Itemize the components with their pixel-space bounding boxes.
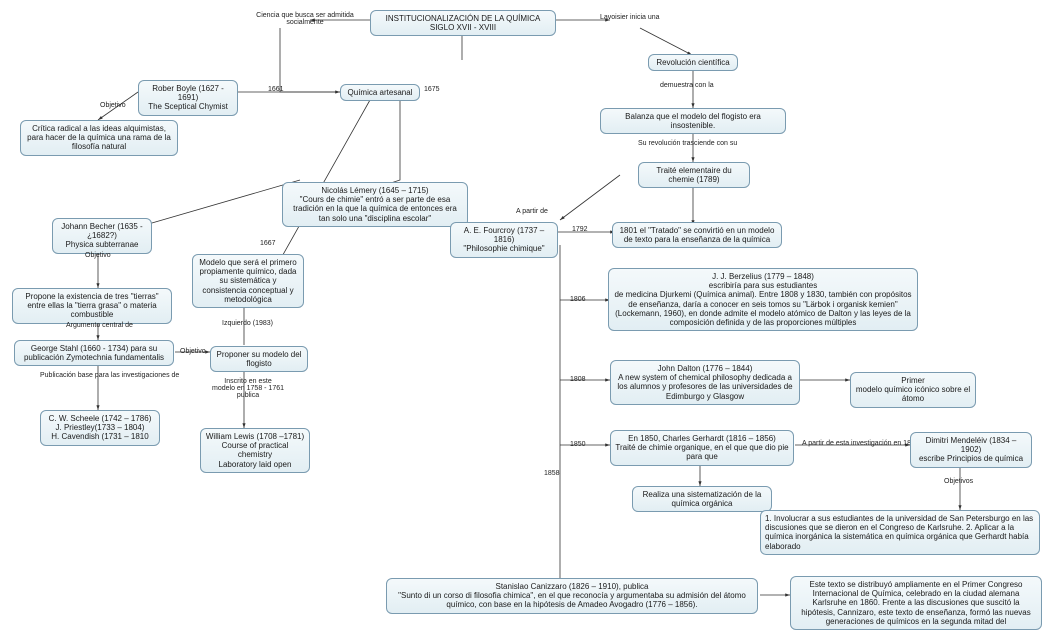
node-critica: Crítica radical a las ideas alquimistas,… — [20, 120, 178, 156]
label-1806: 1806 — [570, 296, 586, 303]
node-scheele: C. W. Scheele (1742 – 1786) J. Priestley… — [40, 410, 160, 446]
label-izquierdo: Izquierdo (1983) — [222, 320, 273, 327]
label-1808: 1808 — [570, 376, 586, 383]
label-argumento: Argumento central de — [66, 322, 133, 329]
label-objetivo2: Objetivo — [85, 252, 111, 259]
node-stahl: George Stahl (1660 - 1734) para su publi… — [14, 340, 174, 366]
label-1792: 1792 — [572, 226, 588, 233]
label-1858: 1858 — [544, 470, 560, 477]
label-trasciende: Su revolución trasciende con su — [638, 140, 737, 147]
node-lemery: Nicolás Lémery (1645 – 1715) "Cours de c… — [282, 182, 468, 227]
node-gerhardt: En 1850, Charles Gerhardt (1816 – 1856) … — [610, 430, 794, 466]
label-apartir: A partir de — [516, 208, 548, 215]
label-1675: 1675 — [424, 86, 440, 93]
node-quimica-artesanal: Química artesanal — [340, 84, 420, 101]
node-dalton: John Dalton (1776 – 1844) A new system o… — [610, 360, 800, 405]
node-balanza: Balanza que el modelo del flogisto era i… — [600, 108, 786, 134]
node-boyle: Rober Boyle (1627 - 1691) The Sceptical … — [138, 80, 238, 116]
node-lewis: William Lewis (1708 –1781) Course of pra… — [200, 428, 310, 473]
node-becher: Johann Becher (1635 - ¿1682?) Physica su… — [52, 218, 152, 254]
node-objetivos-mend: 1. Involucrar a sus estudiantes de la un… — [760, 510, 1040, 555]
label-apartir1867: A partir de esta investigación en 1867 — [802, 440, 919, 447]
node-modelo-primero: Modelo que será el primero propiamente q… — [192, 254, 304, 308]
node-revolucion: Revolución científica — [648, 54, 738, 71]
label-objetivo1: Objetivo — [100, 102, 126, 109]
label-1667: 1667 — [260, 240, 276, 247]
label-1850: 1850 — [570, 441, 586, 448]
concept-map-canvas: INSTITUCIONALIZACIÓN DE LA QUÍMICA SIGLO… — [0, 0, 1049, 630]
node-canizzaro: Stanislao Canizzaro (1826 – 1910), publi… — [386, 578, 758, 614]
label-1661: 1661 — [268, 86, 284, 93]
node-title: INSTITUCIONALIZACIÓN DE LA QUÍMICA SIGLO… — [370, 10, 556, 36]
node-congreso: Este texto se distribuyó ampliamente en … — [790, 576, 1042, 630]
label-lavoisier: Lavoisier inicia una — [600, 14, 660, 21]
node-fourcroy: A. E. Fourcroy (1737 – 1816) "Philosophi… — [450, 222, 558, 258]
node-berzelius: J. J. Berzelius (1779 – 1848) escribiría… — [608, 268, 918, 331]
label-objetivo3: Objetivo — [180, 348, 206, 355]
node-sistematizacion: Realiza una sistematización de la químic… — [632, 486, 772, 512]
label-objetivos: Objetivos — [944, 478, 973, 485]
node-tratado1801: 1801 el "Tratado" se convirtió en un mod… — [612, 222, 782, 248]
label-demuestra: demuestra con la — [660, 82, 714, 89]
node-mendeleev: Dimitri Mendeléiv (1834 – 1902) escribe … — [910, 432, 1032, 468]
label-ciencia: Ciencia que busca ser admitida socialmen… — [245, 12, 365, 26]
node-tierras: Propone la existencia de tres "tierras" … — [12, 288, 172, 324]
node-primer-modelo: Primer modelo químico icónico sobre el á… — [850, 372, 976, 408]
node-traite: Traité elementaire du chemie (1789) — [638, 162, 750, 188]
node-flogisto: Proponer su modelo del flogisto — [210, 346, 308, 372]
label-publicacion: Publicación base para las investigacione… — [40, 372, 179, 379]
label-inscrito: Inscrito en este modelo en 1758 - 1761 p… — [212, 378, 284, 399]
